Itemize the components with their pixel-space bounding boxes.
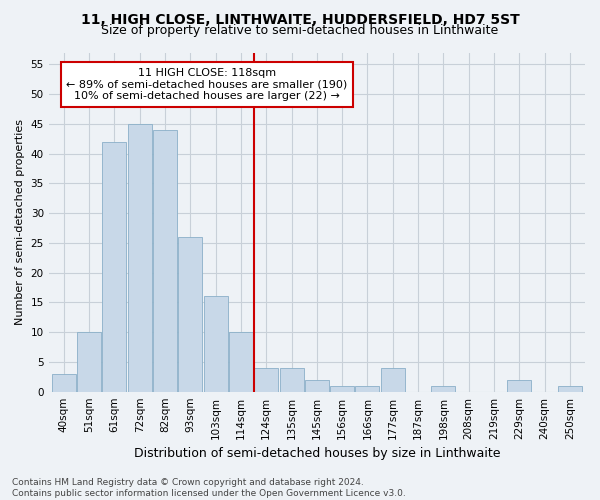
Bar [280,368,304,392]
Bar [330,386,354,392]
Text: Size of property relative to semi-detached houses in Linthwaite: Size of property relative to semi-detach… [101,24,499,37]
Text: 11, HIGH CLOSE, LINTHWAITE, HUDDERSFIELD, HD7 5ST: 11, HIGH CLOSE, LINTHWAITE, HUDDERSFIELD… [80,12,520,26]
Bar [77,332,101,392]
Bar [229,332,253,392]
Bar [381,368,405,392]
Bar [203,296,227,392]
Text: Contains HM Land Registry data © Crown copyright and database right 2024.
Contai: Contains HM Land Registry data © Crown c… [12,478,406,498]
Bar [254,368,278,392]
Bar [355,386,379,392]
Text: 11 HIGH CLOSE: 118sqm
← 89% of semi-detached houses are smaller (190)
10% of sem: 11 HIGH CLOSE: 118sqm ← 89% of semi-deta… [66,68,347,101]
Bar [507,380,531,392]
Bar [431,386,455,392]
Bar [558,386,582,392]
Bar [153,130,177,392]
X-axis label: Distribution of semi-detached houses by size in Linthwaite: Distribution of semi-detached houses by … [134,447,500,460]
Y-axis label: Number of semi-detached properties: Number of semi-detached properties [15,119,25,325]
Bar [178,237,202,392]
Bar [128,124,152,392]
Bar [52,374,76,392]
Bar [103,142,127,392]
Bar [305,380,329,392]
